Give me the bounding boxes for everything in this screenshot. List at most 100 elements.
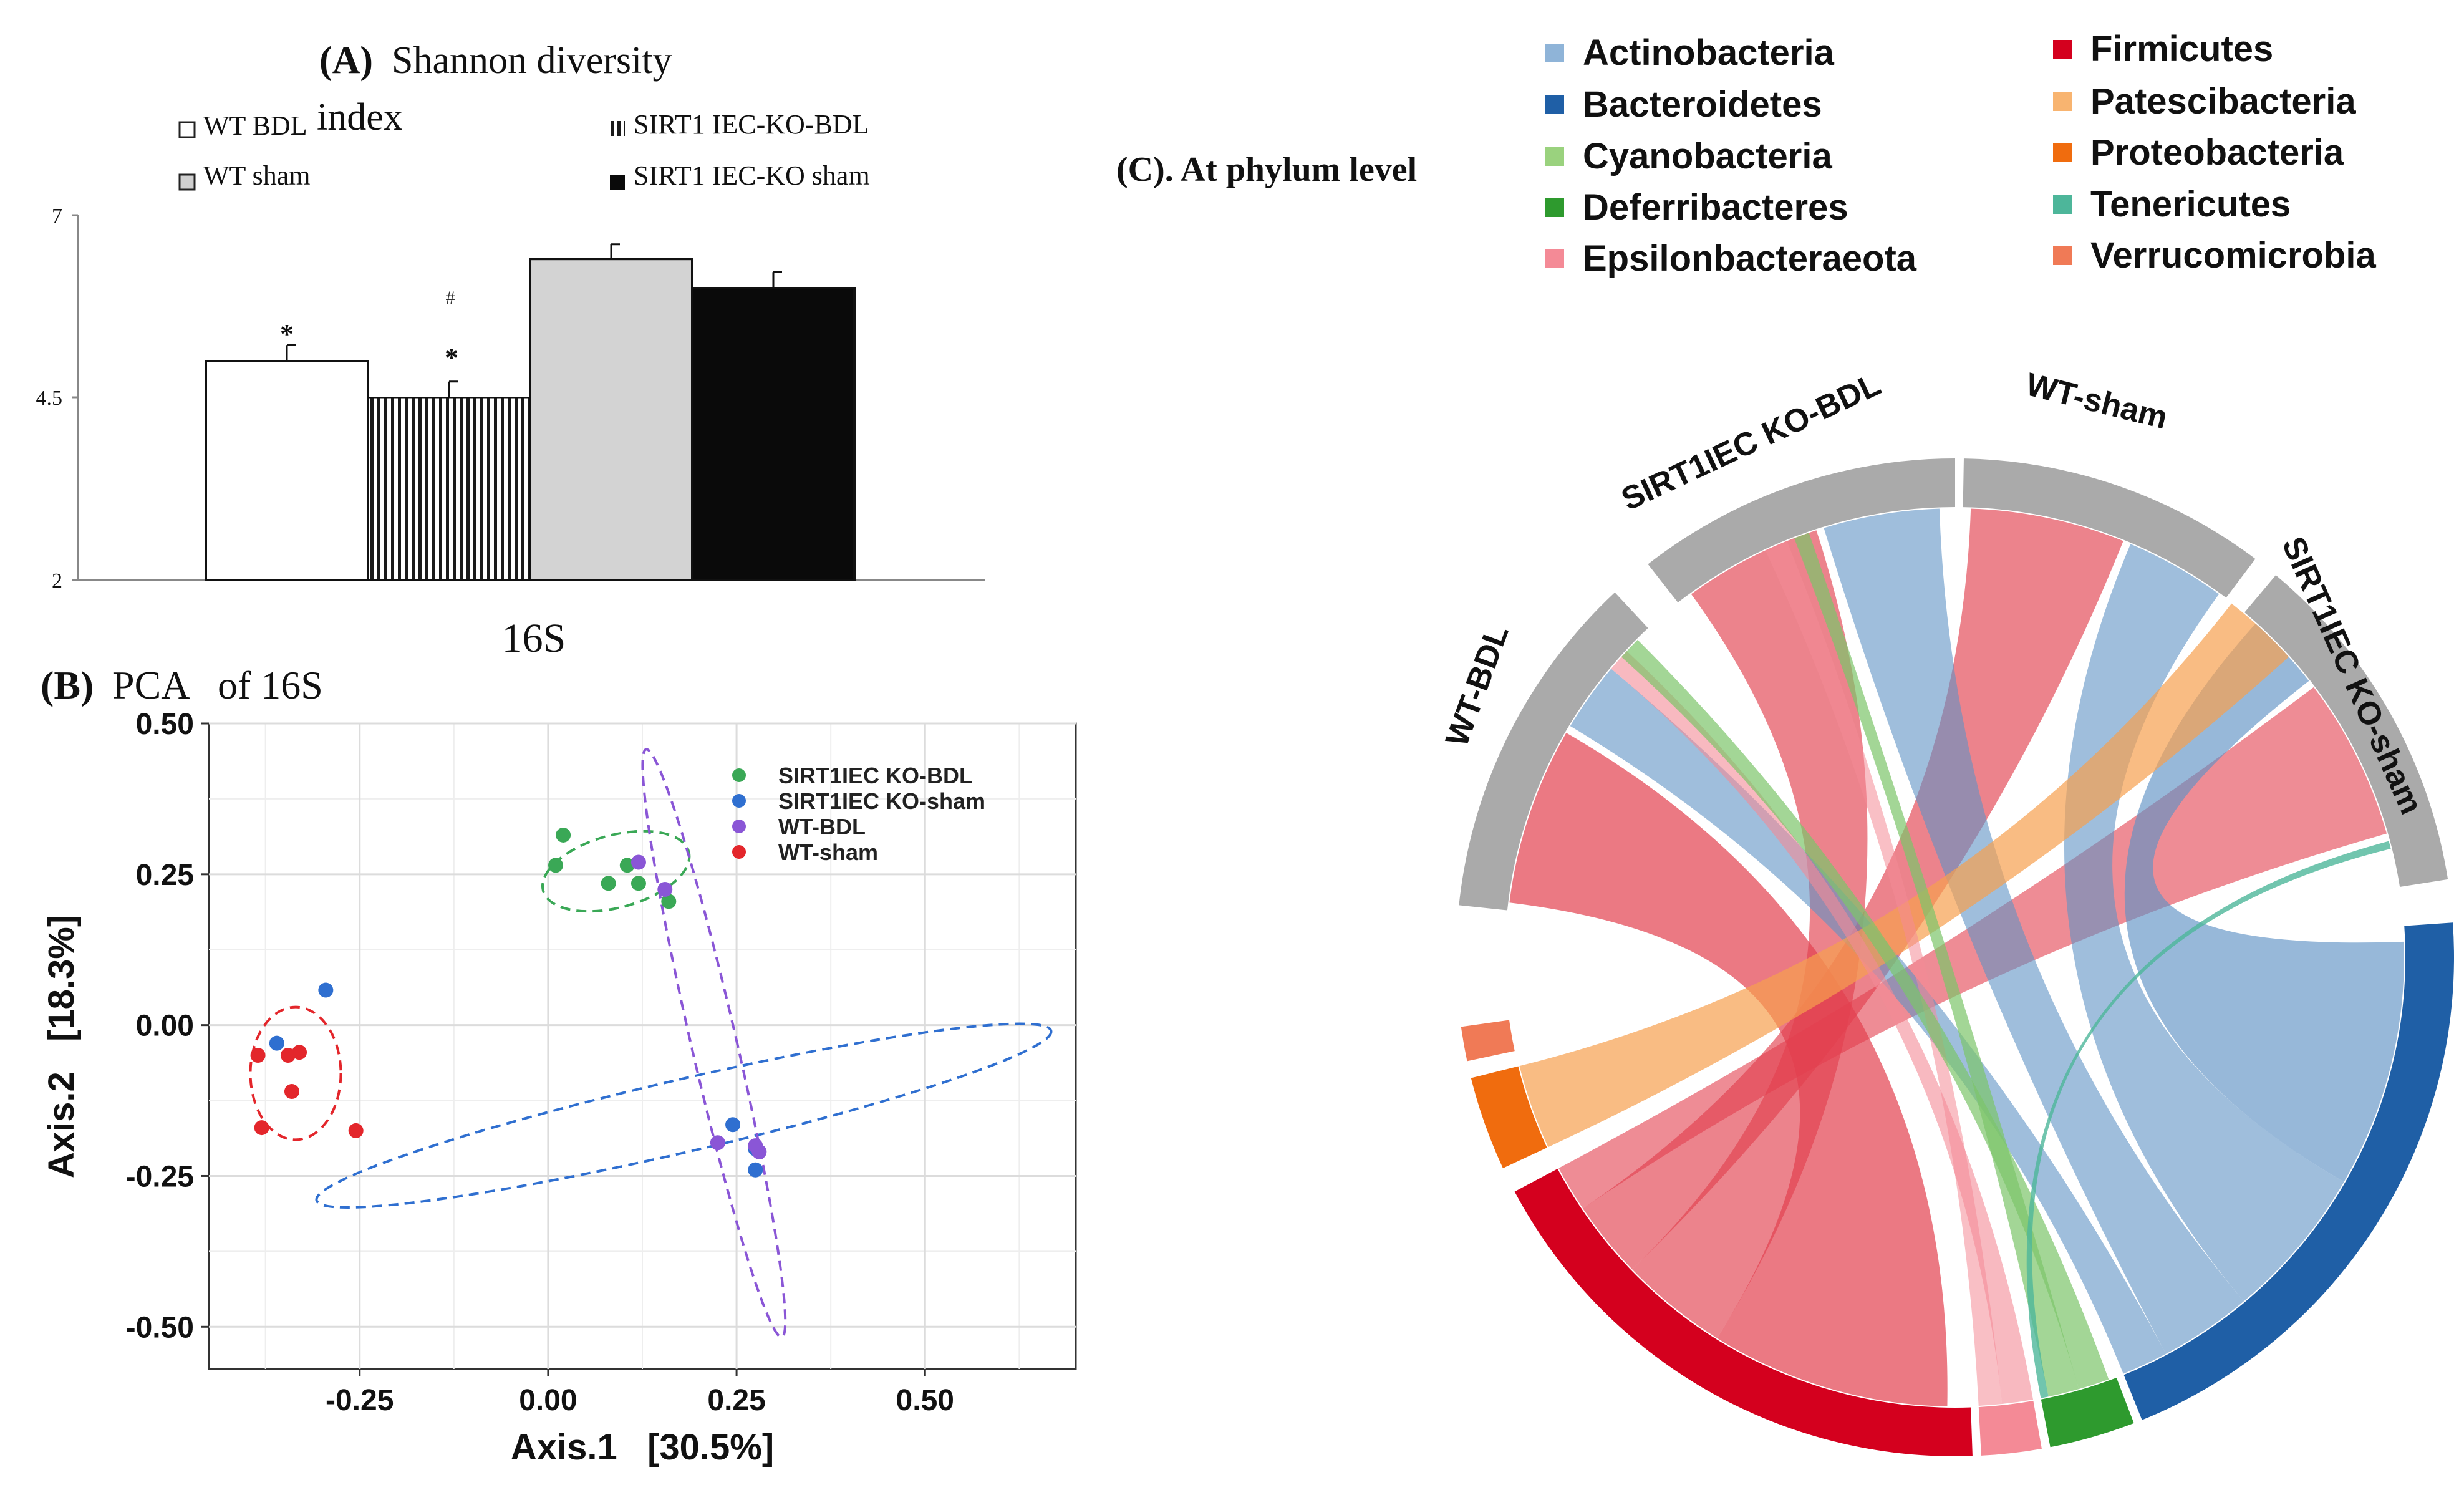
- pca-y-tick-label: 0.25: [136, 859, 194, 892]
- pca-point: [748, 1162, 763, 1178]
- chord-ribbon: [1570, 669, 2167, 1374]
- chord-ring-arc: [1459, 592, 1648, 911]
- pca-legend: SIRT1IEC KO-BDL SIRT1IEC KO-sham WT-BDL …: [732, 763, 985, 865]
- legend-label-ko-bdl: SIRT1 IEC-KO-BDL: [634, 109, 869, 140]
- pca-x-tick-label: -0.25: [326, 1384, 394, 1417]
- legend-swatch-ko-bdl: [610, 121, 625, 136]
- chord-ring-arc: [1978, 1401, 2042, 1456]
- panel-b-title: PCA of 16S: [112, 663, 323, 707]
- panel-a-ytick-label: 2: [52, 569, 62, 593]
- pca-ellipse: [249, 1005, 342, 1141]
- chord-ring-arc: [1471, 1066, 1547, 1169]
- chord-ring-arc: [1514, 1168, 1973, 1456]
- panel-c-title: (C). At phylum level: [1116, 150, 1417, 189]
- pca-legend-dot-ko-sham: [732, 794, 746, 808]
- pca-y-tick-label: -0.25: [126, 1160, 194, 1193]
- pca-legend-label-wt-sham: WT-sham: [778, 839, 878, 865]
- chord-ribbon: [1583, 508, 2123, 1270]
- legend-label-wt-bdl: WT BDL: [203, 110, 307, 141]
- sector-label-wt-sham: WT-sham: [2022, 366, 2171, 436]
- phylum-label-firmicutes: Firmicutes: [2090, 29, 2273, 69]
- phylum-swatch-actinobacteria: [1545, 44, 1564, 62]
- phylum-swatch-deferribacteres: [1545, 198, 1564, 217]
- legend-swatch-ko-sham: [610, 175, 625, 190]
- significance-hash-ko-bdl: #: [446, 288, 455, 308]
- phylum-swatch-firmicutes: [2053, 40, 2072, 59]
- significance-star-wt-bdl: *: [280, 319, 294, 349]
- pca-point: [630, 854, 646, 870]
- chord-ribbon: [2124, 623, 2404, 1182]
- chord-ring-arc: [2123, 922, 2454, 1420]
- pca-y-tick-label: -0.50: [126, 1311, 194, 1344]
- pca-point: [725, 1117, 741, 1133]
- panel-a-label: (A): [319, 39, 373, 82]
- error-bar-ko-bdl: [448, 380, 458, 398]
- error-bar-wt-bdl: [286, 344, 296, 361]
- pca-point: [348, 1123, 364, 1138]
- chord-ribbon: [1509, 733, 1948, 1406]
- phylum-swatch-tenericutes: [2053, 195, 2072, 214]
- error-bar-ko-sham: [772, 271, 782, 288]
- significance-star-ko-bdl: *: [445, 342, 458, 373]
- panel-a-title-line2: index: [317, 96, 403, 138]
- phylum-legend: Actinobacteria Bacteroidetes Cyanobacter…: [1545, 29, 2376, 279]
- phylum-label-epsilonbacteraeota: Epsilonbacteraeota: [1583, 238, 1917, 279]
- pca-point: [280, 1048, 296, 1063]
- phylum-label-cyanobacteria: Cyanobacteria: [1583, 136, 1832, 177]
- pca-x-tick-label: 0.25: [707, 1384, 765, 1417]
- pca-x-axis-label: Axis.1 [30.5%]: [511, 1427, 774, 1468]
- panel-a: (A) Shannon diversity index WT BDL SIRT1…: [36, 39, 985, 661]
- phylum-label-deferribacteres: Deferribacteres: [1583, 187, 1848, 228]
- pca-point: [548, 858, 563, 873]
- legend-label-wt-sham: WT sham: [203, 160, 311, 191]
- chord-ring-arc: [2041, 1378, 2134, 1448]
- pca-point: [710, 1135, 725, 1151]
- phylum-label-actinobacteria: Actinobacteria: [1583, 32, 1835, 73]
- pca-point: [269, 1035, 284, 1051]
- pca-point: [284, 1084, 299, 1100]
- phylum-swatch-verrucomicrobia: [2053, 246, 2072, 265]
- pca-point: [250, 1048, 266, 1063]
- pca-legend-label-wt-bdl: WT-BDL: [778, 814, 866, 839]
- bar-wt-bdl: [205, 360, 369, 581]
- pca-point: [556, 827, 571, 843]
- pca-x-tick-label: 0.00: [519, 1384, 577, 1417]
- phylum-swatch-patescibacteria: [2053, 92, 2072, 111]
- pca-legend-label-ko-sham: SIRT1IEC KO-sham: [778, 788, 985, 814]
- chord-ribbon: [1621, 639, 2109, 1390]
- panel-a-title: Shannon diversity: [392, 39, 672, 82]
- phylum-swatch-epsilonbacteraeota: [1545, 249, 1564, 268]
- pca-y-tick-label: 0.00: [136, 1010, 194, 1043]
- pca-point: [292, 1045, 307, 1060]
- chord-ring-arc: [2244, 575, 2448, 888]
- phylum-swatch-bacteroidetes: [1545, 95, 1564, 114]
- pca-point: [748, 1138, 763, 1154]
- panel-a-ytick-label: 4.5: [36, 387, 63, 410]
- phylum-label-tenericutes: Tenericutes: [2090, 184, 2291, 225]
- pca-ellipse: [315, 1022, 1053, 1209]
- panel-a-ytick-label: 7: [52, 205, 62, 228]
- phylum-label-verrucomicrobia: Verrucomicrobia: [2090, 235, 2376, 276]
- pca-legend-dot-ko-bdl: [732, 768, 746, 782]
- chord-ring: [1459, 458, 2454, 1456]
- bar-ko-sham: [691, 287, 856, 581]
- pca-point: [630, 876, 646, 891]
- pca-ellipse: [641, 748, 787, 1338]
- panel-b: (B) PCA of 16S -0.25 0.00 0.25 0.50 0.50 0.25…: [41, 663, 1077, 1468]
- pca-y-axis-label: Axis.2 [18.3%]: [41, 915, 82, 1178]
- phylum-label-patescibacteria: Patescibacteria: [2090, 81, 2356, 122]
- pca-grid: [209, 722, 1076, 1369]
- legend-swatch-wt-sham: [178, 173, 196, 191]
- pca-x-tick-label: 0.50: [896, 1384, 954, 1417]
- pca-point: [657, 882, 673, 897]
- pca-point: [254, 1120, 269, 1136]
- pca-points: [250, 827, 767, 1178]
- pca-point: [601, 876, 616, 891]
- pca-legend-dot-wt-bdl: [732, 820, 746, 833]
- pca-point: [619, 858, 635, 873]
- chord-ring-arc: [1461, 1020, 1515, 1062]
- panel-c: (C). At phylum level Actinobacteria Bact…: [1116, 29, 2454, 1456]
- panel-a-legend: WT BDL SIRT1 IEC-KO-BDL WT sham SIRT1 IE…: [178, 109, 870, 191]
- pca-y-tick-label: 0.50: [136, 708, 194, 741]
- error-bar-wt-sham: [610, 243, 620, 259]
